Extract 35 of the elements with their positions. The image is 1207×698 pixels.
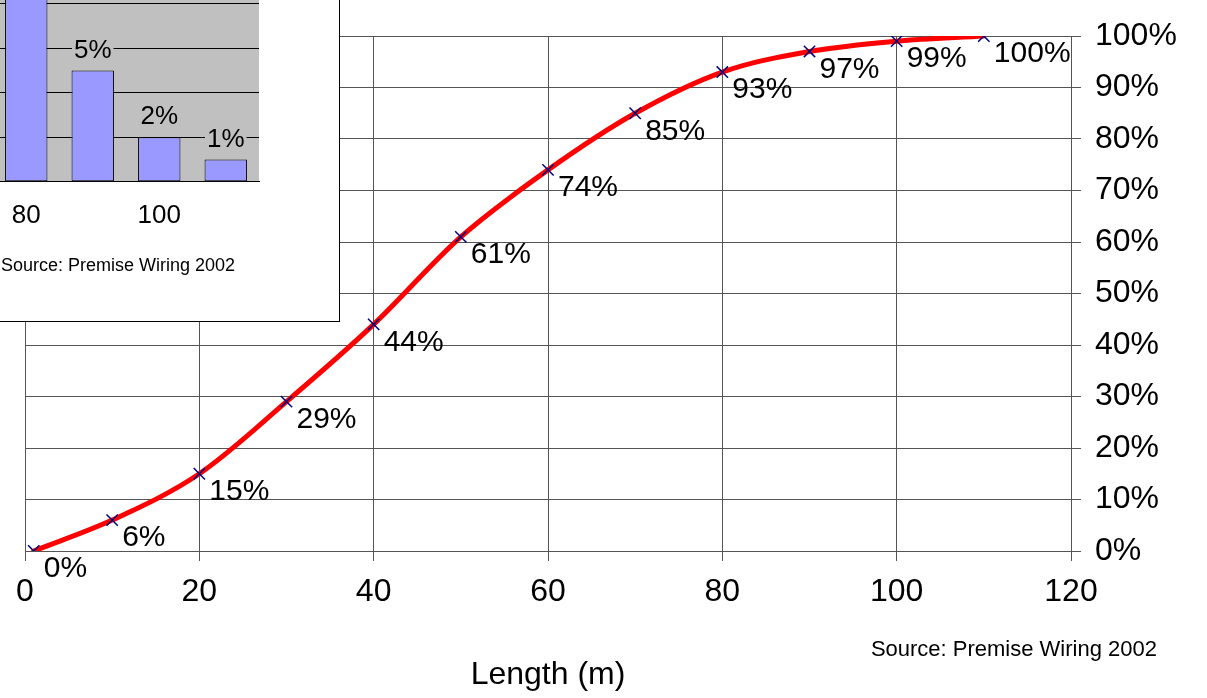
data-label: 29% [296,400,357,434]
data-label: 5% [73,33,112,64]
data-label: 15% [209,473,270,507]
y-tick-label: 20% [1095,427,1160,464]
data-label: 100% [993,35,1071,69]
x-tick-label: 100 [137,198,181,229]
x-tick-label: 0 [16,572,34,609]
y-tick-label: 30% [1095,376,1160,413]
data-label: 97% [819,50,880,84]
x-tick-label: 80 [11,198,41,229]
x-tick-label: 120 [1044,572,1098,609]
data-label: 2% [140,100,179,131]
annotation: Source: Premise Wiring 2002 [1,255,236,276]
y-tick-label: 100% [1095,15,1177,52]
x-tick-label: 40 [355,572,392,609]
source-note: Source: Premise Wiring 2002 [870,636,1157,662]
y-tick-label: 80% [1095,118,1160,155]
x-axis-title: Length (m) [470,654,626,691]
y-tick-label: 60% [1095,221,1160,258]
data-label: 6% [122,519,166,553]
y-tick-label: 50% [1095,273,1160,310]
y-tick-label: 0% [1095,530,1142,567]
data-label: 99% [906,40,967,74]
x-tick-label: 20 [181,572,218,609]
x-tick-label: 60 [530,572,566,609]
y-tick-label: 10% [1095,479,1160,516]
data-label: 61% [470,236,531,270]
data-label: 85% [645,112,706,146]
y-tick-label: 40% [1095,324,1160,361]
data-label: 1% [206,122,245,153]
x-tick-label: 80 [704,572,741,609]
data-label: 0% [43,550,88,584]
x-tick-label: 100 [869,572,924,609]
y-tick-label: 90% [1095,67,1160,104]
y-tick-label: 70% [1095,170,1160,207]
